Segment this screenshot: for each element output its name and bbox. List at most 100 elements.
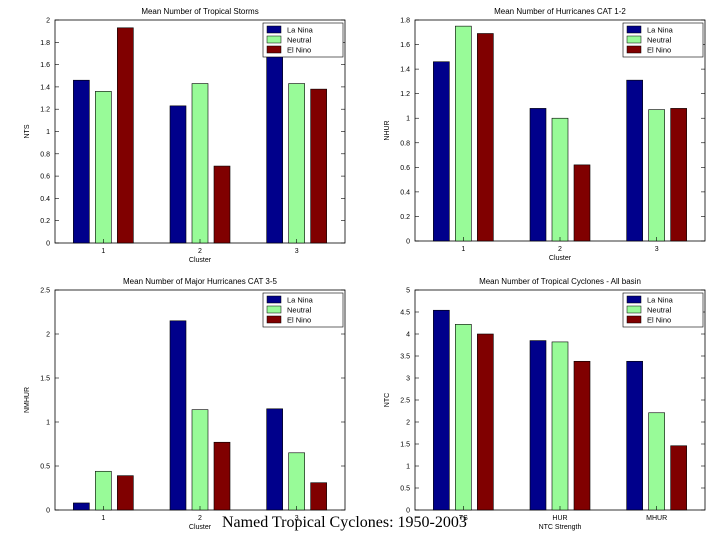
y-tick-label: 3 [406, 376, 410, 383]
bar-el-nino [573, 164, 591, 242]
y-tick-label: 1 [46, 129, 50, 136]
bar-neutral [95, 470, 112, 511]
legend-swatch-neutral [626, 305, 642, 314]
x-tick-label: 3 [295, 515, 299, 522]
y-tick-label: 0.8 [400, 140, 410, 147]
y-tick-label: 1 [406, 116, 410, 123]
x-axis-label: NTC Strength [539, 524, 582, 531]
x-tick-label: HUR [552, 515, 567, 522]
bar-el-nino [117, 475, 134, 511]
figure-caption: Named Tropical Cyclones: 1950-2003 [222, 514, 467, 531]
bar-el-nino [573, 360, 591, 511]
y-tick-label: 0.4 [400, 189, 410, 196]
bar-la-nina [626, 79, 643, 242]
bar-el-nino [670, 108, 687, 242]
x-axis-label: Cluster [189, 524, 212, 531]
y-tick-label: 0 [406, 239, 410, 246]
y-tick-label: 1.5 [400, 442, 410, 449]
legend-swatch-neutral [266, 35, 282, 44]
y-tick-label: 1.4 [400, 67, 410, 74]
bar-la-nina [266, 408, 283, 511]
x-tick-label: 3 [655, 246, 659, 253]
bar-el-nino [477, 333, 494, 511]
y-axis-label: NHUR [384, 120, 391, 140]
legend-label: Neutral [287, 306, 312, 315]
bar-la-nina [529, 340, 547, 511]
legend-label: El Nino [287, 316, 311, 325]
x-axis-label: Cluster [549, 255, 572, 262]
chart-title: Mean Number of Tropical Storms [141, 7, 258, 16]
y-tick-label: 1.5 [40, 376, 50, 383]
legend-swatch-el-nino [626, 45, 642, 54]
legend-label: La Nina [287, 296, 314, 305]
legend-swatch-la-nina [266, 295, 282, 304]
bar-la-nina [73, 502, 90, 511]
bar-la-nina [169, 320, 187, 511]
x-tick-label: 2 [198, 248, 202, 255]
legend-label: Neutral [647, 36, 672, 45]
y-tick-label: 2 [46, 332, 50, 339]
chart-title: Mean Number of Tropical Cyclones - All b… [479, 277, 641, 286]
bar-el-nino [310, 482, 327, 511]
y-tick-label: 2 [406, 420, 410, 427]
bar-neutral [191, 83, 209, 244]
bar-la-nina [433, 61, 450, 242]
legend-label: Neutral [287, 36, 312, 45]
y-tick-label: 5 [406, 288, 410, 295]
legend-swatch-la-nina [266, 25, 282, 34]
y-tick-label: 2 [46, 18, 50, 25]
x-tick-label: 2 [558, 246, 562, 253]
y-tick-label: 1 [406, 464, 410, 471]
chart-1: 0 0.2 0.4 0.6 0.8 1 1.2 1.4 1.6 1.8 2 1 2 3 Mean Numbe… [24, 7, 346, 264]
y-tick-label: 4 [406, 332, 410, 339]
chart-title: Mean Number of Major Hurricanes CAT 3-5 [123, 277, 278, 286]
bar-la-nina [626, 360, 643, 511]
y-tick-label: 0 [406, 508, 410, 515]
legend-swatch-la-nina [626, 295, 642, 304]
y-tick-label: 1.2 [40, 107, 50, 114]
bar-el-nino [117, 27, 134, 244]
bar-neutral [288, 83, 305, 244]
chart-2: 0 0.2 0.4 0.6 0.8 1 1.2 1.4 1.6 1.8 1 2 3 Mean Number… [384, 7, 706, 262]
y-tick-label: 1.4 [40, 84, 50, 91]
legend-label: Neutral [647, 306, 672, 315]
legend-label: La Nina [287, 26, 314, 35]
y-tick-label: 4.5 [400, 310, 410, 317]
bar-la-nina [266, 36, 283, 244]
y-tick-label: 3.5 [400, 354, 410, 361]
chart-3: 0 0.5 1 1.5 2 2.5 1 2 3 Mean Number of Major Hurr… [24, 277, 346, 531]
bar-neutral [95, 91, 112, 244]
y-tick-label: 1.8 [400, 18, 410, 25]
bar-el-nino [477, 33, 494, 242]
chart-4: 0 0.5 1 1.5 2 2.5 3 3.5 4 4.5 5 TS HUR MHUR Mean Numbe… [384, 277, 706, 531]
y-tick-label: 1 [46, 420, 50, 427]
bar-la-nina [529, 108, 547, 242]
y-tick-label: 0.6 [40, 174, 50, 181]
y-axis-label: NMHUR [24, 387, 31, 413]
y-tick-label: 0.6 [400, 165, 410, 172]
legend-swatch-el-nino [266, 45, 282, 54]
x-tick-label: 3 [295, 248, 299, 255]
y-tick-label: 0.8 [40, 151, 50, 158]
x-tick-label: 1 [101, 248, 105, 255]
y-tick-label: 1.6 [40, 62, 50, 69]
bar-neutral [648, 412, 665, 511]
legend-swatch-neutral [266, 305, 282, 314]
bar-el-nino [670, 445, 687, 511]
legend-label: La Nina [647, 26, 674, 35]
y-tick-label: 0.5 [400, 486, 410, 493]
y-tick-label: 0 [46, 241, 50, 248]
y-tick-label: 2.5 [40, 288, 50, 295]
bar-el-nino [213, 165, 231, 244]
y-tick-label: 1.8 [40, 40, 50, 47]
legend-label: La Nina [647, 296, 674, 305]
bar-neutral [288, 452, 305, 511]
bar-neutral [455, 25, 472, 242]
y-tick-label: 1.2 [400, 91, 410, 98]
x-tick-label: TS [459, 515, 468, 522]
legend-swatch-la-nina [626, 25, 642, 34]
bar-la-nina [169, 105, 187, 244]
